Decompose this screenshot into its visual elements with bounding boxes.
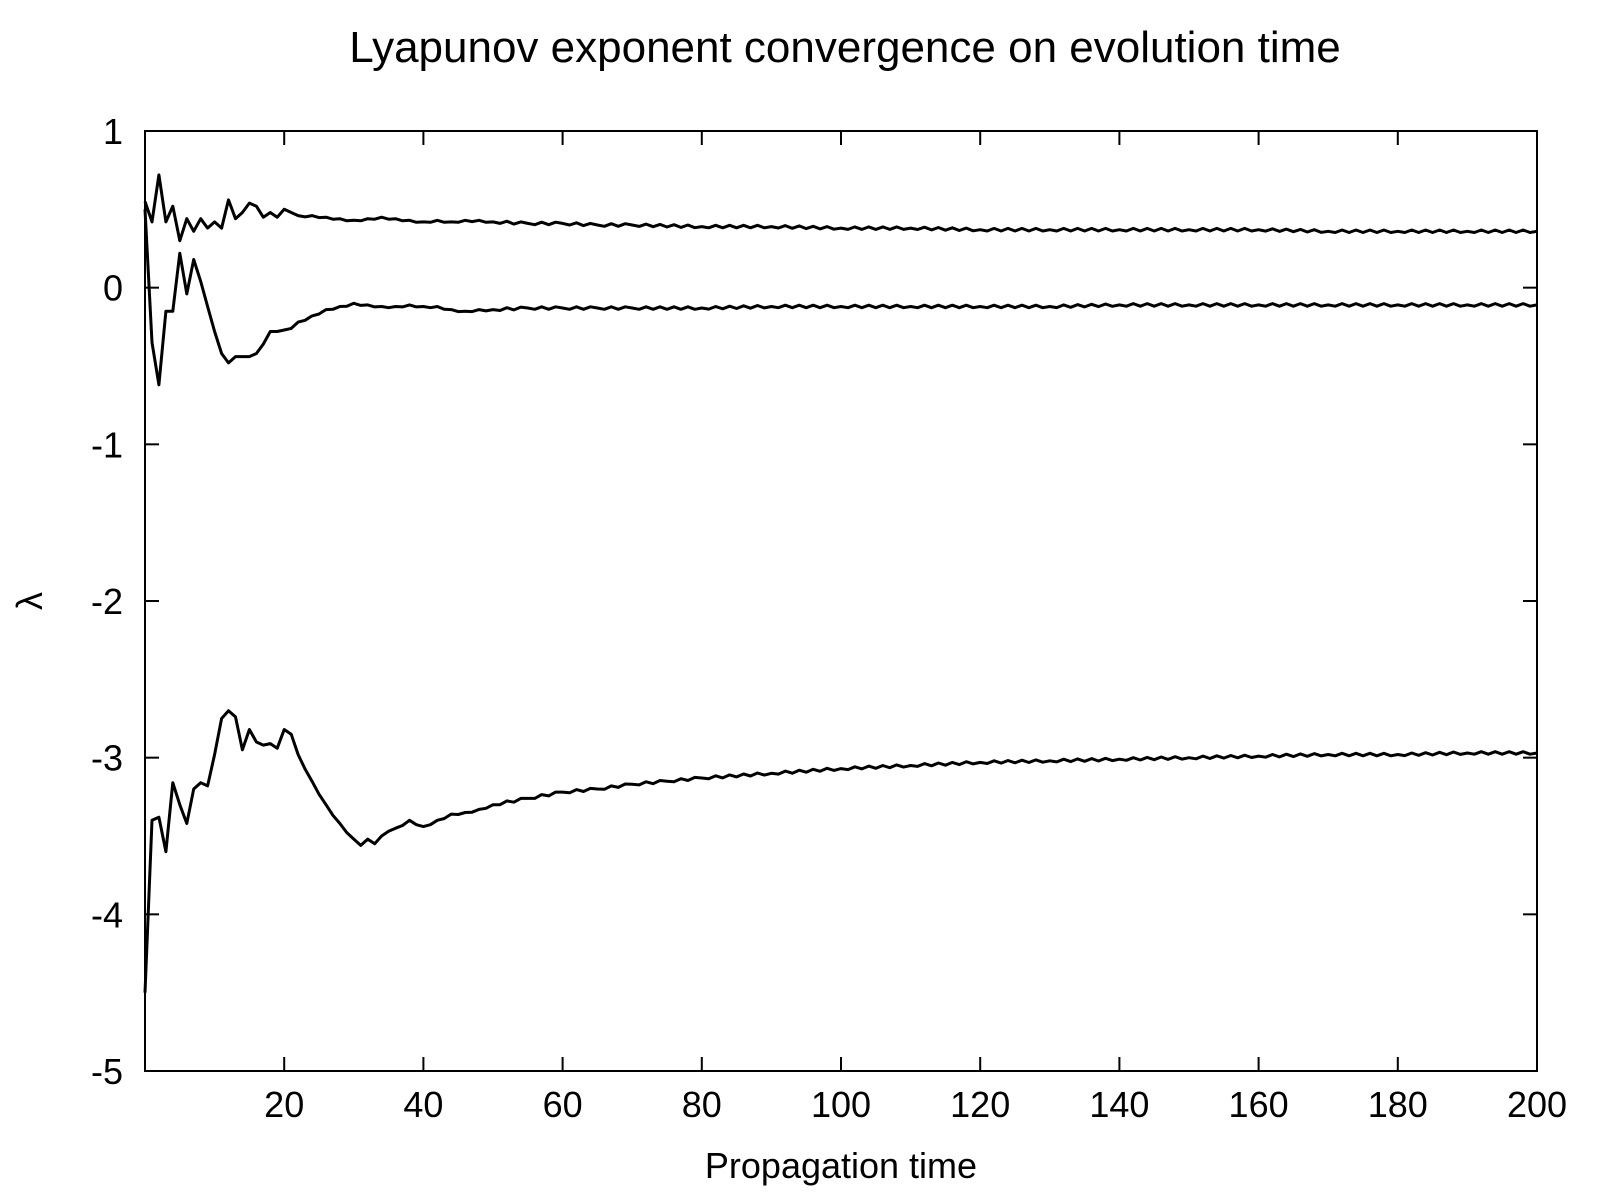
y-tick-label: -1 <box>91 424 123 465</box>
series-line-2 <box>143 209 1538 387</box>
series-line-3 <box>143 709 1538 993</box>
plot-frame <box>144 130 1538 1072</box>
y-tick-label: -5 <box>91 1051 123 1092</box>
series-line-1 <box>143 173 1538 243</box>
x-axis: 20 40 60 80 100 120 140 160 180 200 <box>264 131 1567 1125</box>
x-tick-label: 160 <box>1229 1084 1289 1125</box>
x-tick-label: 60 <box>543 1084 583 1125</box>
y-tick-label: -3 <box>91 738 123 779</box>
x-axis-label: Propagation time <box>705 1145 977 1186</box>
y-axis-label: λ <box>9 592 50 610</box>
plot-area <box>144 130 1538 1072</box>
y-tick-label: 0 <box>103 268 123 309</box>
x-tick-label: 120 <box>950 1084 1010 1125</box>
y-tick-label: 1 <box>103 111 123 152</box>
y-tick-label: -4 <box>91 894 123 935</box>
x-tick-label: 40 <box>403 1084 443 1125</box>
x-tick-label: 20 <box>264 1084 304 1125</box>
x-tick-label: 200 <box>1507 1084 1567 1125</box>
x-tick-label: 140 <box>1089 1084 1149 1125</box>
x-tick-label: 80 <box>682 1084 722 1125</box>
y-tick-label: -2 <box>91 581 123 622</box>
x-tick-label: 100 <box>811 1084 871 1125</box>
series-layer <box>143 173 1538 993</box>
x-tick-label: 180 <box>1368 1084 1428 1125</box>
chart-title: Lyapunov exponent convergence on evoluti… <box>349 23 1341 72</box>
y-axis: 1 0 -1 -2 -3 -4 -5 <box>91 111 1537 1092</box>
